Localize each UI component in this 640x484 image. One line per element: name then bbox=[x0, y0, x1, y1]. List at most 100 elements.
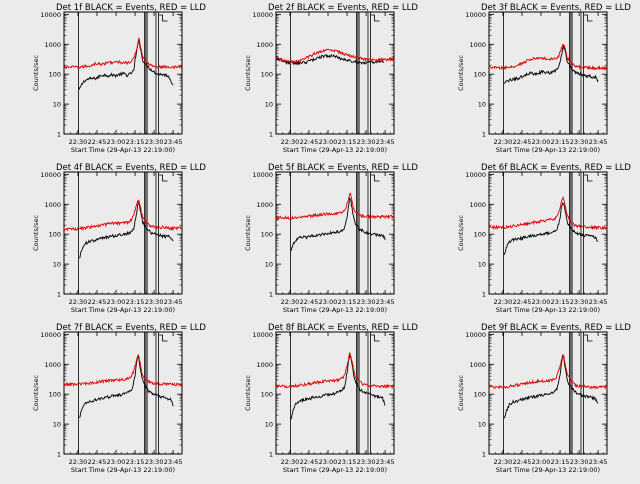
chart-panel-7: Det 7f BLACK = Events, RED = LLD Counts/s… bbox=[32, 323, 206, 474]
x-tick-label: 23:00 bbox=[319, 138, 338, 146]
x-tick-label: 23:00 bbox=[107, 138, 126, 146]
series-events-line bbox=[290, 355, 386, 420]
y-tick-label: 1000 bbox=[256, 201, 273, 209]
x-tick-label: 23:15 bbox=[126, 458, 145, 466]
chart-panel-8: Det 8f BLACK = Events, RED = LLD Counts/s… bbox=[244, 323, 418, 474]
y-tick-label: 10000 bbox=[40, 171, 61, 179]
x-tick-label: 22:30 bbox=[494, 458, 513, 466]
x-tick-label: 22:45 bbox=[513, 458, 532, 466]
y-axis-label: Counts/sec bbox=[244, 55, 252, 91]
y-tick-label: 10 bbox=[478, 421, 486, 429]
plot-frame bbox=[488, 11, 608, 135]
x-tick-label: 23:30 bbox=[145, 458, 164, 466]
x-tick-label: 22:45 bbox=[88, 298, 107, 306]
y-axis-label: Counts/sec bbox=[457, 375, 465, 411]
x-tick-label: 22:45 bbox=[300, 298, 319, 306]
chart-panel-4: Det 4f BLACK = Events, RED = LLD Counts/s… bbox=[32, 163, 206, 314]
series-events-line bbox=[78, 39, 174, 90]
marker-flag bbox=[583, 334, 593, 342]
x-tick-label: 23:15 bbox=[338, 458, 357, 466]
x-tick-label: 23:15 bbox=[338, 138, 357, 146]
x-tick-label: 23:30 bbox=[570, 138, 589, 146]
x-axis-label: Start Time (29-Apr-13 22:19:00) bbox=[71, 466, 175, 474]
x-axis-label: Start Time (29-Apr-13 22:19:00) bbox=[496, 146, 600, 154]
y-tick-label: 1000 bbox=[44, 361, 61, 369]
x-tick-label: 23:15 bbox=[551, 458, 570, 466]
y-tick-label: 100 bbox=[261, 71, 273, 79]
y-axis-label: Counts/sec bbox=[457, 55, 465, 91]
x-tick-label: 22:30 bbox=[494, 298, 513, 306]
plot-frame bbox=[63, 331, 183, 455]
y-tick-label: 100 bbox=[474, 231, 486, 239]
y-tick-label: 1000 bbox=[469, 361, 486, 369]
y-tick-label: 10 bbox=[53, 101, 61, 109]
y-axis-label: Counts/sec bbox=[244, 375, 252, 411]
series-events-line bbox=[290, 197, 386, 251]
series-lld-line bbox=[488, 43, 608, 72]
x-tick-label: 22:30 bbox=[281, 298, 300, 306]
x-tick-label: 23:30 bbox=[357, 298, 376, 306]
y-tick-label: 1000 bbox=[44, 41, 61, 49]
x-tick-label: 22:30 bbox=[494, 138, 513, 146]
x-tick-label: 23:30 bbox=[570, 298, 589, 306]
x-tick-label: 23:00 bbox=[532, 298, 551, 306]
y-tick-label: 10000 bbox=[252, 331, 273, 339]
y-tick-label: 1000 bbox=[44, 201, 61, 209]
x-tick-label: 23:45 bbox=[376, 298, 395, 306]
y-tick-label: 10000 bbox=[252, 171, 273, 179]
marker-flag bbox=[158, 334, 168, 342]
x-tick-label: 22:45 bbox=[513, 138, 532, 146]
y-tick-label: 10 bbox=[478, 261, 486, 269]
x-tick-label: 23:45 bbox=[164, 138, 183, 146]
marker-flag bbox=[370, 14, 380, 22]
x-tick-label: 23:45 bbox=[589, 298, 608, 306]
y-axis-label: Counts/sec bbox=[32, 55, 40, 91]
x-tick-label: 22:45 bbox=[88, 138, 107, 146]
x-axis-label: Start Time (29-Apr-13 22:19:00) bbox=[71, 146, 175, 154]
chart-panel-3: Det 3f BLACK = Events, RED = LLD Counts/s… bbox=[457, 3, 631, 154]
x-tick-label: 23:45 bbox=[376, 458, 395, 466]
y-tick-label: 10 bbox=[53, 261, 61, 269]
chart-panel-1: Det 1f BLACK = Events, RED = LLD Counts/s… bbox=[32, 3, 206, 154]
plot-frame bbox=[63, 11, 183, 135]
y-tick-label: 1000 bbox=[256, 361, 273, 369]
plot-frame bbox=[275, 11, 395, 135]
x-tick-label: 23:15 bbox=[551, 138, 570, 146]
y-tick-label: 1 bbox=[57, 291, 61, 299]
series-lld-line bbox=[63, 353, 183, 388]
y-tick-label: 1000 bbox=[469, 201, 486, 209]
marker-flag bbox=[158, 14, 168, 22]
chart-title: Det 1f BLACK = Events, RED = LLD bbox=[56, 3, 206, 13]
chart-title: Det 8f BLACK = Events, RED = LLD bbox=[268, 323, 418, 333]
x-tick-label: 22:45 bbox=[88, 458, 107, 466]
chart-title: Det 5f BLACK = Events, RED = LLD bbox=[268, 163, 418, 173]
series-lld-line bbox=[63, 199, 183, 232]
marker-flag bbox=[583, 174, 593, 182]
series-lld-line bbox=[275, 192, 395, 221]
chart-title: Det 2f BLACK = Events, RED = LLD bbox=[268, 3, 418, 13]
y-tick-label: 10000 bbox=[465, 11, 486, 19]
chart-title: Det 7f BLACK = Events, RED = LLD bbox=[56, 323, 206, 333]
y-tick-label: 10 bbox=[265, 421, 273, 429]
x-tick-label: 22:45 bbox=[300, 458, 319, 466]
plot-frame bbox=[275, 331, 395, 455]
x-tick-label: 23:45 bbox=[589, 458, 608, 466]
y-tick-label: 10000 bbox=[465, 331, 486, 339]
x-axis-label: Start Time (29-Apr-13 22:19:00) bbox=[496, 466, 600, 474]
x-tick-label: 23:45 bbox=[164, 458, 183, 466]
y-tick-label: 1 bbox=[269, 291, 273, 299]
y-tick-label: 10 bbox=[478, 101, 486, 109]
chart-title: Det 9f BLACK = Events, RED = LLD bbox=[481, 323, 631, 333]
chart-panel-6: Det 6f BLACK = Events, RED = LLD Counts/s… bbox=[457, 163, 631, 314]
chart-title: Det 4f BLACK = Events, RED = LLD bbox=[56, 163, 206, 173]
y-tick-label: 1 bbox=[269, 131, 273, 139]
plot-frame bbox=[275, 171, 395, 295]
y-tick-label: 100 bbox=[49, 391, 61, 399]
y-axis-label: Counts/sec bbox=[457, 215, 465, 251]
x-axis-label: Start Time (29-Apr-13 22:19:00) bbox=[71, 306, 175, 314]
series-events-line bbox=[79, 355, 174, 419]
y-axis-label: Counts/sec bbox=[32, 375, 40, 411]
x-axis-label: Start Time (29-Apr-13 22:19:00) bbox=[283, 306, 387, 314]
plot-frame bbox=[488, 171, 608, 295]
